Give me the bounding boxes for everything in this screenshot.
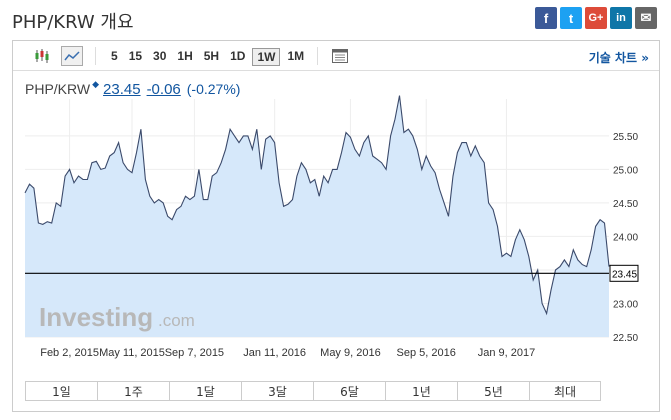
quote-line: PHP/KRW ◆ 23.45 -0.06 (-0.27%)	[25, 79, 241, 98]
range-1w-button[interactable]: 1주	[97, 381, 169, 401]
toolbar-divider	[317, 47, 318, 65]
google-plus-icon[interactable]: G+	[585, 7, 607, 29]
range-selector: 1일 1주 1달 3달 6달 1년 5년 최대	[25, 381, 601, 401]
page-title: PHP/KRW 개요	[12, 12, 134, 33]
candlestick-icon[interactable]	[31, 46, 53, 66]
mail-icon[interactable]: ✉	[635, 7, 657, 29]
current-price-label: 23.45	[612, 269, 637, 280]
x-tick-label: Sep 7, 2015	[165, 347, 224, 359]
live-indicator-icon: ◆	[92, 79, 100, 89]
interval-30[interactable]: 30	[153, 49, 167, 63]
x-tick-label: May 11, 2015	[99, 347, 165, 359]
interval-1h[interactable]: 1H	[177, 49, 193, 63]
y-tick-label: 22.50	[613, 333, 638, 344]
x-tick-label: Jan 11, 2016	[243, 347, 306, 359]
twitter-icon[interactable]: t	[560, 7, 582, 29]
interval-selector: 5 15 30 1H 5H 1D 1W 1M	[107, 48, 311, 66]
area-fill	[25, 95, 609, 337]
toolbar-divider	[95, 47, 96, 65]
facebook-icon[interactable]: f	[535, 7, 557, 29]
quote-change-pct: (-0.27%)	[186, 81, 241, 97]
interval-1m[interactable]: 1M	[287, 49, 305, 63]
x-tick-label: Jan 9, 2017	[478, 347, 536, 359]
linkedin-icon[interactable]: in	[610, 7, 632, 29]
x-tick-label: May 9, 2016	[320, 347, 381, 359]
range-3m-button[interactable]: 3달	[241, 381, 313, 401]
interval-5h[interactable]: 5H	[203, 49, 220, 63]
chart-panel: 5 15 30 1H 5H 1D 1W 1M 기술 차트 » PHP/KRW ◆…	[12, 40, 660, 412]
x-tick-label: Sep 5, 2016	[397, 347, 456, 359]
price-chart[interactable]: Investing.com22.5023.0023.5024.0024.5025…	[13, 41, 661, 371]
y-tick-label: 24.00	[613, 232, 638, 243]
series-line	[24, 95, 610, 316]
watermark-brand: Investing	[39, 302, 153, 332]
range-1y-button[interactable]: 1년	[385, 381, 457, 401]
quote-symbol: PHP/KRW	[25, 81, 91, 97]
y-tick-label: 25.50	[613, 132, 638, 143]
chart-settings-icon[interactable]	[329, 46, 351, 66]
quote-price[interactable]: 23.45	[103, 81, 141, 98]
share-bar: f t G+ in ✉	[535, 7, 657, 29]
range-6m-button[interactable]: 6달	[313, 381, 385, 401]
current-price-box	[609, 264, 639, 282]
range-1m-button[interactable]: 1달	[169, 381, 241, 401]
interval-5[interactable]: 5	[111, 49, 118, 63]
y-tick-label: 24.50	[613, 199, 638, 210]
x-tick-label: Feb 2, 2015	[40, 347, 99, 359]
y-tick-label: 23.00	[613, 299, 638, 310]
interval-1d[interactable]: 1D	[230, 49, 246, 63]
y-tick-label: 25.00	[613, 165, 638, 176]
line-chart-icon[interactable]	[61, 46, 83, 66]
chart-toolbar: 5 15 30 1H 5H 1D 1W 1M 기술 차트 »	[13, 41, 659, 71]
range-5y-button[interactable]: 5년	[457, 381, 529, 401]
range-max-button[interactable]: 최대	[529, 381, 601, 401]
interval-15[interactable]: 15	[128, 49, 143, 63]
range-1d-button[interactable]: 1일	[25, 381, 97, 401]
technical-chart-link[interactable]: 기술 차트 »	[588, 51, 649, 65]
watermark-suffix: .com	[158, 311, 195, 330]
interval-1w[interactable]: 1W	[252, 48, 281, 66]
quote-change[interactable]: -0.06	[146, 81, 181, 98]
